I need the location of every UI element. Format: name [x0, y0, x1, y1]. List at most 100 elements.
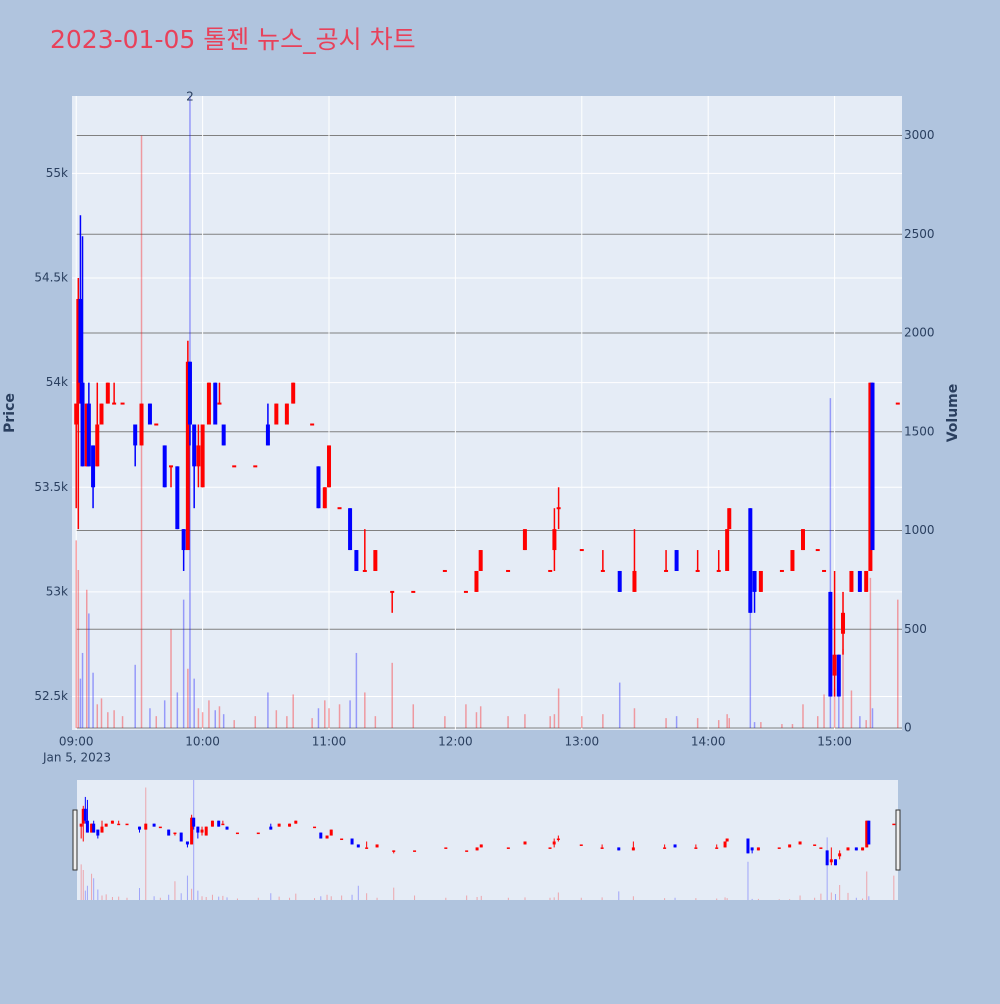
candle-body [727, 508, 732, 530]
candle-body [217, 402, 222, 405]
candle-body [274, 403, 279, 425]
candle-body [870, 382, 875, 551]
y2-tick-label: 0 [904, 721, 912, 735]
range-slider[interactable] [77, 780, 898, 900]
slider-body [413, 850, 417, 852]
y2-tick-label: 2000 [904, 326, 935, 340]
candle-body [316, 466, 321, 509]
candle-body [790, 550, 795, 571]
slider-body [479, 844, 483, 848]
slider-body [313, 826, 317, 829]
candle-body [617, 570, 622, 592]
slider-body [277, 823, 281, 827]
candle-body [506, 569, 511, 572]
candle-body [752, 570, 757, 592]
candle-body [86, 403, 91, 467]
slider-body [523, 841, 527, 845]
slider-body [694, 847, 698, 849]
annotation: 2 [186, 90, 194, 104]
y-tick-label: 53k [46, 584, 68, 598]
candle-body [478, 550, 483, 571]
slider-body [340, 838, 344, 841]
slider-body [825, 850, 829, 866]
slider-body [579, 844, 583, 846]
slider-body [552, 841, 556, 845]
slider-body [138, 826, 142, 830]
slider-body [173, 832, 177, 835]
slider-body [125, 823, 129, 826]
slider-body [221, 823, 225, 826]
candle-body [162, 445, 167, 488]
slider-handle[interactable] [895, 809, 901, 871]
candle-body [99, 403, 104, 425]
slider-body [200, 829, 204, 833]
slider-body [556, 838, 560, 841]
slider-body [81, 808, 85, 824]
slider-body [256, 832, 260, 835]
candle-body [337, 507, 342, 510]
candle-body [147, 403, 152, 425]
candle-body [758, 570, 763, 592]
slider-body [79, 823, 83, 827]
candle-body [822, 569, 827, 572]
candle-body [169, 465, 174, 468]
slider-body [217, 820, 221, 827]
slider-body [631, 847, 635, 851]
slider-body [152, 823, 156, 827]
candle-body [463, 590, 468, 593]
y-tick-label: 55k [46, 166, 68, 180]
candle-body [800, 529, 805, 551]
candle-body [556, 507, 561, 510]
slider-body [392, 850, 396, 852]
x-tick-label: 10:00 [185, 735, 220, 749]
slider-body [190, 817, 194, 845]
slider-body [100, 826, 104, 833]
candle-body [411, 590, 416, 593]
slider-body [617, 847, 621, 851]
candle-body [373, 550, 378, 571]
candle-body [327, 445, 332, 488]
candle-body [348, 508, 353, 551]
candle-body [748, 508, 753, 613]
x-tick-label: 12:00 [438, 735, 473, 749]
candle-body [284, 403, 289, 425]
slider-body [756, 847, 760, 851]
candle-body [221, 424, 226, 446]
candle-body [80, 382, 85, 467]
candle-body [78, 298, 83, 383]
candle-body [181, 529, 186, 551]
slider-body [444, 847, 448, 849]
x-tick-label: 11:00 [312, 735, 347, 749]
slider-body [865, 820, 869, 848]
slider-handle[interactable] [72, 809, 78, 871]
candle-body [857, 570, 862, 592]
y-tick-label: 53.5k [34, 480, 68, 494]
slider-body [92, 823, 96, 833]
x-tick-label: 13:00 [565, 735, 600, 749]
candle-body [664, 569, 669, 572]
slider-body [185, 841, 189, 845]
candle-body [139, 403, 144, 446]
slider-body [269, 826, 273, 830]
slider-body [167, 829, 171, 836]
candle-body [95, 424, 100, 467]
slider-body [892, 823, 896, 826]
candle-body [552, 529, 557, 551]
slider-body [356, 844, 360, 848]
slider-body [117, 823, 121, 826]
slider-body [375, 844, 379, 848]
candle-body [154, 423, 159, 426]
slider-body [210, 820, 214, 827]
slider-body [465, 850, 469, 852]
slider-body [854, 847, 858, 851]
candle-body [390, 590, 395, 593]
slider-body [788, 844, 792, 848]
y-tick-label: 54k [46, 375, 68, 389]
slider-body [846, 847, 850, 851]
candle-body [74, 403, 79, 425]
slider-body [777, 847, 781, 849]
chart-title: 2023-01-05 톨젠 뉴스_공시 차트 [50, 25, 416, 54]
x-tick-label: 09:00 [59, 735, 94, 749]
candle-body [779, 569, 784, 572]
candle-body [185, 361, 190, 551]
